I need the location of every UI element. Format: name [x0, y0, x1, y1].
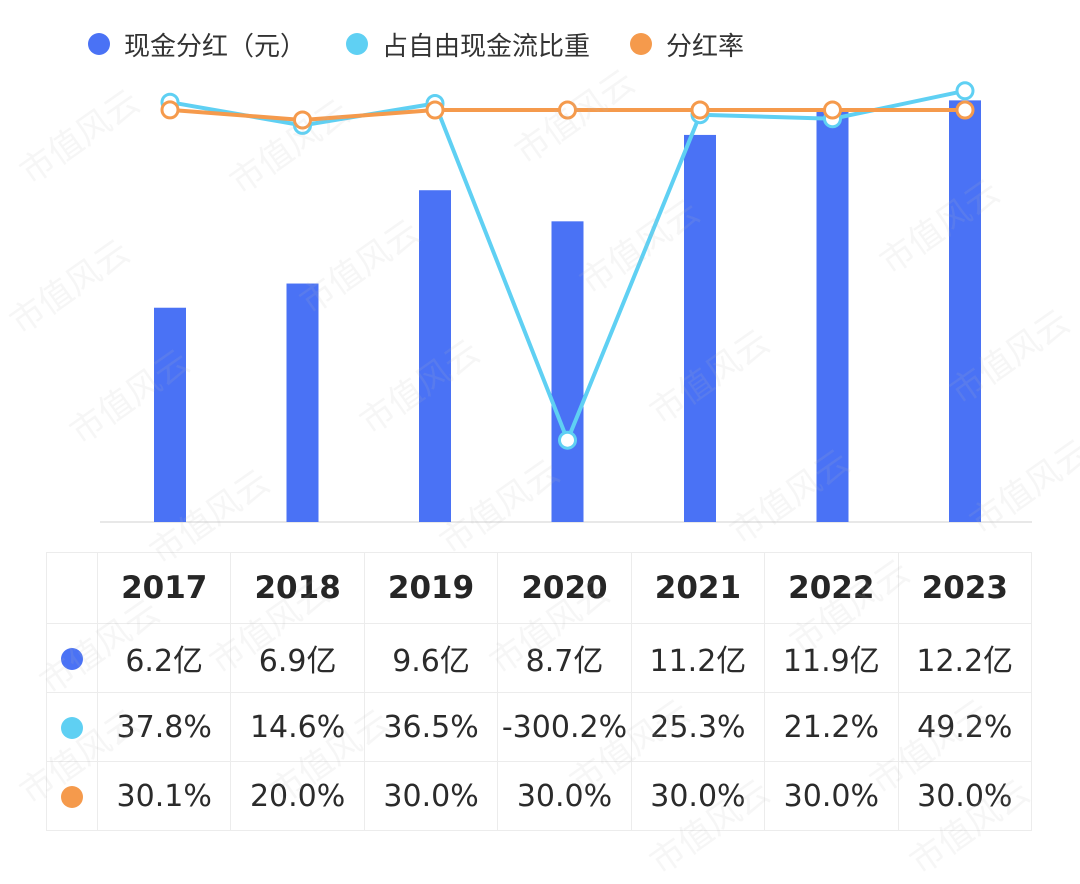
table-cell-payout: 20.0%: [230, 761, 365, 831]
bar-dividend-2020: [551, 221, 584, 522]
point-payout-2018: [293, 110, 312, 130]
chart-legend: 现金分红（元） 占自由现金流比重 分红率: [88, 24, 784, 64]
bar-dividend-2019: [419, 190, 451, 522]
table-cell-fcf-share: 25.3%: [630, 692, 766, 762]
chart-plot-area: [100, 81, 1032, 523]
point-payout-2020: [558, 100, 577, 120]
table-cell-dividend: 11.2亿: [630, 623, 766, 693]
legend-item-fcf-share: 占自由现金流比重: [346, 26, 590, 63]
table-cell-fcf-share: -300.2%: [497, 692, 632, 762]
bar-dividend-2021: [684, 134, 716, 522]
table-cell-dividend: 11.9亿: [764, 623, 899, 693]
table-cell-dividend: 6.2亿: [96, 623, 232, 693]
table-cell-fcf-share: 21.2%: [764, 692, 899, 762]
table-cell-payout: 30.0%: [630, 761, 766, 831]
legend-item-payout: 分红率: [630, 26, 744, 63]
point-payout-2021: [690, 100, 710, 120]
table-year-cell: 2019: [363, 552, 499, 624]
legend-item-dividend: 现金分红（元）: [88, 26, 306, 63]
bar-dividend-2018: [286, 283, 319, 522]
row-dot-dividend: [61, 648, 83, 670]
table-row-payout: 30.1% 20.0% 30.0% 30.0% 30.0% 30.0% 30.0…: [46, 761, 1033, 831]
table-row-dividend: 6.2亿 6.9亿 9.6亿 8.7亿 11.2亿 11.9亿 12.2亿: [46, 623, 1033, 693]
legend-label-payout: 分红率: [666, 31, 745, 62]
table-cell-payout: 30.0%: [764, 761, 899, 831]
row-dot-payout: [61, 786, 83, 808]
table-cell-fcf-share: 36.5%: [363, 692, 499, 762]
data-table: 2017 2018 2019 2020 2021 2022 2023 6.2亿 …: [46, 552, 1033, 831]
bar-dividend-2023: [949, 100, 981, 523]
table-cell-payout: 30.0%: [497, 761, 632, 831]
table-cell-dividend: 8.7亿: [497, 623, 632, 693]
table-row-years: 2017 2018 2019 2020 2021 2022 2023: [46, 552, 1033, 624]
point-fcf-share-2023: [955, 81, 975, 101]
table-cell-dividend: 12.2亿: [897, 623, 1033, 693]
table-year-cell: 2020: [497, 552, 632, 624]
legend-dot-fcf-share: [346, 33, 369, 55]
table-cell-payout: 30.1%: [96, 761, 232, 831]
table-year-cell: 2021: [630, 552, 766, 624]
table-year-cell: 2018: [230, 552, 365, 624]
bar-dividend-2022: [816, 110, 849, 523]
table-row-marker-dividend: [46, 623, 98, 693]
table-cell-dividend: 9.6亿: [363, 623, 499, 693]
point-fcf-share-2020: [558, 430, 577, 450]
table-cell-dividend: 6.9亿: [230, 623, 365, 693]
table-cell-fcf-share: 14.6%: [230, 692, 365, 762]
table-cell-payout: 30.0%: [363, 761, 499, 831]
point-payout-2017: [160, 100, 180, 120]
table-cell-fcf-share: 37.8%: [96, 692, 232, 762]
table-year-cell: 2022: [764, 552, 899, 624]
point-payout-2023: [955, 100, 975, 120]
table-row-marker-payout: [46, 761, 98, 831]
table-corner-cell: [46, 552, 98, 624]
point-payout-2019: [425, 100, 445, 120]
legend-dot-dividend: [88, 33, 110, 55]
point-payout-2022: [823, 100, 842, 120]
bar-dividend-2017: [154, 307, 186, 522]
table-year-cell: 2017: [96, 552, 232, 624]
legend-label-fcf-share: 占自由现金流比重: [382, 31, 591, 62]
table-cell-payout: 30.0%: [897, 761, 1033, 831]
row-dot-fcf-share: [61, 717, 83, 739]
table-row-fcf-share: 37.8% 14.6% 36.5% -300.2% 25.3% 21.2% 49…: [46, 692, 1033, 762]
table-cell-fcf-share: 49.2%: [897, 692, 1033, 762]
legend-dot-payout: [630, 33, 653, 55]
legend-label-dividend: 现金分红（元）: [124, 31, 307, 62]
table-row-marker-fcf-share: [46, 692, 98, 762]
table-year-cell: 2023: [897, 552, 1033, 624]
